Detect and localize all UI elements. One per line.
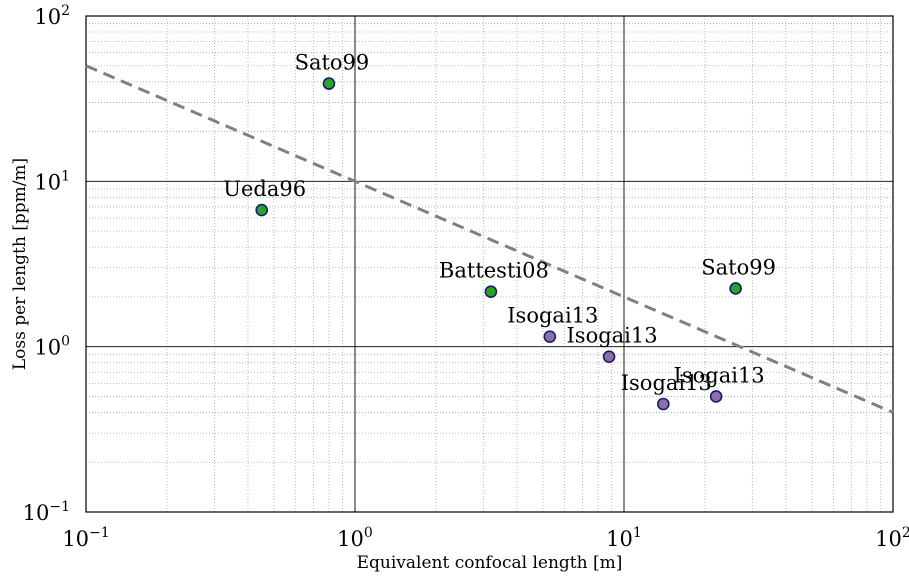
x-tick-label: 100 [337, 525, 373, 551]
y-tick-label: 102 [34, 3, 70, 29]
x-tick-labels: 10−1 100 101 102 [62, 525, 909, 551]
y-tick-label: 100 [34, 334, 70, 360]
data-point [322, 77, 336, 90]
y-tick-labels: 10−1 100 101 102 [23, 3, 70, 525]
x-tick-label: 10−1 [62, 525, 109, 551]
data-point [657, 397, 670, 411]
x-tick-label: 102 [875, 525, 909, 551]
trend-line [85, 64, 894, 414]
point-label: Isogai13 [621, 371, 712, 395]
y-axis-label: Loss per length [ppm/m] [10, 158, 30, 370]
x-tick-label: 101 [606, 525, 642, 551]
y-tick-label: 101 [34, 168, 70, 194]
point-label: Sato99 [701, 255, 776, 279]
data-point [729, 282, 742, 295]
point-label: Isogai13 [567, 324, 658, 348]
point-label: Sato99 [295, 51, 370, 75]
point-label: Ueda96 [223, 177, 306, 201]
data-point [255, 203, 269, 217]
data-point [602, 350, 616, 363]
point-label: Isogai13 [674, 363, 765, 387]
point-label: Isogai13 [507, 304, 598, 328]
y-tick-label: 10−1 [23, 499, 70, 525]
point-label: Battesti08 [439, 259, 549, 283]
trend-line-group [85, 64, 894, 414]
plot-frame [85, 15, 894, 513]
data-point [484, 285, 498, 299]
data-point [709, 390, 723, 403]
data-point [543, 330, 557, 343]
x-axis-label: Equivalent confocal length [m] [357, 553, 623, 573]
